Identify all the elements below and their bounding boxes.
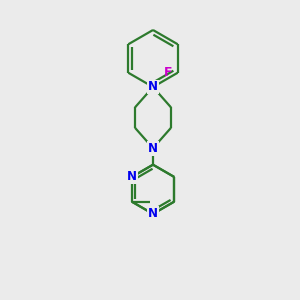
Text: N: N: [127, 170, 137, 184]
Text: N: N: [148, 142, 158, 155]
Text: N: N: [148, 207, 158, 220]
Text: N: N: [148, 80, 158, 94]
Text: N: N: [148, 207, 158, 220]
Text: F: F: [164, 66, 172, 79]
